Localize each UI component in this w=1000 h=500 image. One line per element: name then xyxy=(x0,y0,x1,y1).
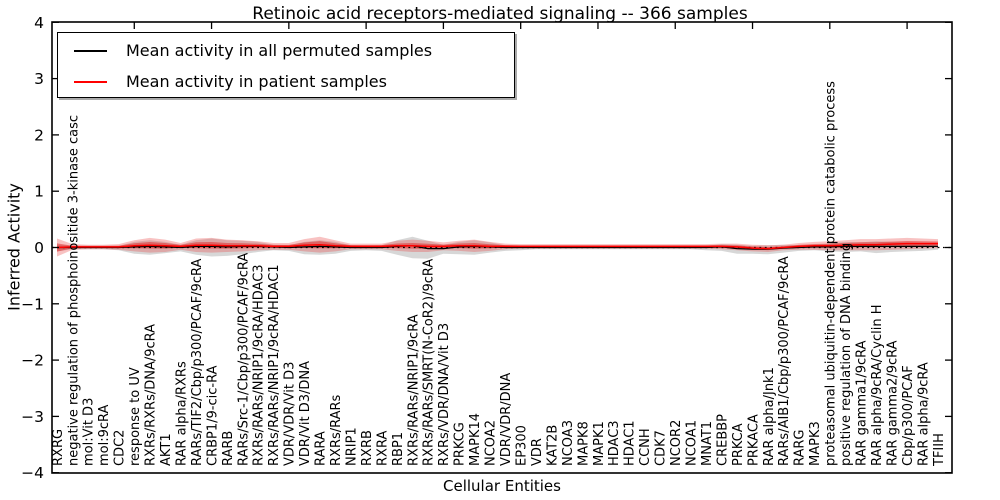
x-category-label: RXRA xyxy=(375,431,390,466)
legend-item-permuted: Mean activity in all permuted samples xyxy=(58,35,514,66)
y-tick-label: 2 xyxy=(34,126,44,144)
x-category-label: CCNH xyxy=(638,428,653,466)
legend-label-patient: Mean activity in patient samples xyxy=(126,72,387,91)
x-category-label: MAPK8 xyxy=(576,421,591,466)
x-category-label: PRKACA xyxy=(746,414,761,466)
x-category-label: MAPK14 xyxy=(468,413,483,466)
x-category-label: TFIIH xyxy=(932,433,947,467)
x-category-label: RXRs/RARs xyxy=(329,394,344,466)
legend-line-patient-icon xyxy=(74,80,107,83)
x-category-label: RARs/AIB1/Cbp/p300/PCAF/9cRA xyxy=(777,256,792,466)
x-category-label: RXRB xyxy=(360,430,375,466)
x-category-label: proteasomal ubiquitin-dependent protein … xyxy=(824,81,839,466)
x-category-label: RXRG xyxy=(51,429,66,466)
y-tick-label: 3 xyxy=(34,70,44,88)
x-category-label: RXRs/RARs/SMRT(N-CoR2)/9cRA xyxy=(422,259,437,466)
x-category-label: RAR alpha/9cRA/Cyclin H xyxy=(870,305,885,466)
x-category-label: RXRs/RARs/NRIP1/9cRA/HDAC1 xyxy=(267,264,282,466)
x-category-label: RBP1 xyxy=(391,432,406,466)
x-category-label: VDR/Vit D3/DNA xyxy=(298,361,313,466)
x-category-label: VDR/VDR/Vit D3 xyxy=(283,362,298,466)
x-category-label: CRBP1/9-cic-RA xyxy=(205,365,220,466)
x-category-label: VDR/VDR/DNA xyxy=(499,373,514,466)
y-tick-label: 0 xyxy=(34,239,44,257)
x-category-label: RARA xyxy=(314,431,329,466)
y-tick-label: −1 xyxy=(21,295,44,313)
x-category-label: NCOA1 xyxy=(685,420,700,466)
x-category-label: MAPK1 xyxy=(592,421,607,466)
x-category-label: NCOA3 xyxy=(561,420,576,466)
y-tick-label: −4 xyxy=(21,464,44,482)
x-category-label: mol:9cRA xyxy=(97,404,112,466)
x-category-label: Cbp/p300/PCAF xyxy=(901,365,916,466)
legend-line-permuted-icon xyxy=(74,49,107,52)
x-category-label: response to UV xyxy=(128,367,143,466)
legend-item-patient: Mean activity in patient samples xyxy=(58,66,514,97)
x-category-label: negative regulation of phosphoinositide … xyxy=(66,115,81,466)
x-category-label: RARs/TIF2/Cbp/p300/PCAF/9cRA xyxy=(190,259,205,466)
x-category-label: positive regulation of DNA binding xyxy=(839,243,854,466)
legend-label-permuted: Mean activity in all permuted samples xyxy=(126,41,433,60)
x-category-label: EP300 xyxy=(515,425,530,466)
x-category-label: CREBBP xyxy=(715,414,730,466)
x-category-label: CDK7 xyxy=(654,430,669,466)
x-category-label: RXRs/RARs/NRIP1/9cRA/HDAC3 xyxy=(252,264,267,466)
x-category-label: RARG xyxy=(793,429,808,466)
x-category-label: HDAC1 xyxy=(623,420,638,466)
x-category-label: mol:Vit D3 xyxy=(82,398,97,466)
x-axis-label: Cellular Entities xyxy=(443,477,561,495)
x-category-label: CDC2 xyxy=(113,430,128,466)
y-tick-label: 4 xyxy=(34,14,44,32)
x-category-label: AKT1 xyxy=(159,433,174,466)
x-category-label: RAR alpha/9cRA xyxy=(916,362,931,466)
x-category-label: NCOA2 xyxy=(484,420,499,466)
x-category-label: RAR gamma2/9cRA xyxy=(885,340,900,466)
x-category-label: HDAC3 xyxy=(607,420,622,466)
x-category-label: PRKCG xyxy=(453,422,468,466)
x-category-label: RARB xyxy=(221,431,236,466)
x-category-label: NCOR2 xyxy=(669,420,684,466)
y-tick-label: −2 xyxy=(21,352,44,370)
x-category-label: RARs/Src-1/Cbp/p300/PCAF/9cRA xyxy=(236,253,251,466)
y-tick-label: 1 xyxy=(34,183,44,201)
x-category-label: PRKCA xyxy=(731,423,746,466)
x-category-label: RXRs/RARs/NRIP1/9cRA xyxy=(406,314,421,466)
x-category-label: VDR xyxy=(530,438,545,466)
x-category-label: NRIP1 xyxy=(345,427,360,466)
y-tick-label: −3 xyxy=(21,408,44,426)
legend: Mean activity in all permuted samples Me… xyxy=(57,32,515,98)
x-category-label: RXRs/RXRs/DNA/9cRA xyxy=(144,324,159,466)
x-category-label: MNAT1 xyxy=(700,421,715,466)
chart-title: Retinoic acid receptors-mediated signali… xyxy=(252,4,748,24)
permuted-mean-line xyxy=(57,245,938,250)
patient-mean-line xyxy=(56,242,938,250)
y-axis-label: Inferred Activity xyxy=(4,183,24,311)
x-category-label: RXRs/VDR/DNA/Vit D3 xyxy=(437,323,452,466)
x-category-label: RAR alpha/Jnk1 xyxy=(762,367,777,466)
x-category-label: RAR alpha/RXRs xyxy=(174,361,189,466)
x-category-label: KAT2B xyxy=(545,425,560,466)
x-category-label: MAPK3 xyxy=(808,421,823,466)
x-category-label: RAR gamma1/9cRA xyxy=(855,340,870,466)
